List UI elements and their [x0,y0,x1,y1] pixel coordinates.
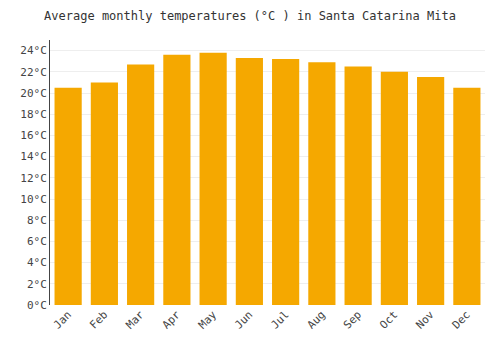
svg-text:Dec: Dec [450,308,473,331]
svg-text:24°C: 24°C [20,44,47,57]
svg-text:May: May [196,308,220,332]
svg-text:16°C: 16°C [20,129,47,142]
svg-text:Aug: Aug [305,308,328,331]
svg-text:Sep: Sep [341,308,364,331]
svg-text:0°C: 0°C [27,299,47,312]
svg-text:Apr: Apr [160,308,184,332]
svg-text:22°C: 22°C [20,66,47,79]
svg-text:Jan: Jan [51,308,74,331]
svg-text:18°C: 18°C [20,108,47,121]
svg-text:14°C: 14°C [20,150,47,163]
svg-text:Jun: Jun [232,308,255,331]
svg-text:6°C: 6°C [27,235,47,248]
svg-text:Feb: Feb [87,308,110,331]
svg-text:8°C: 8°C [27,214,47,227]
svg-text:12°C: 12°C [20,172,47,185]
svg-text:Mar: Mar [123,308,147,332]
svg-text:Nov: Nov [413,308,437,332]
svg-text:Average monthly temperatures (: Average monthly temperatures (°C ) in Sa… [44,9,456,23]
svg-text:Oct: Oct [377,308,400,331]
svg-text:4°C: 4°C [27,256,47,269]
svg-text:10°C: 10°C [20,193,47,206]
svg-text:Jul: Jul [268,308,291,331]
svg-text:20°C: 20°C [20,87,47,100]
svg-text:2°C: 2°C [27,278,47,291]
